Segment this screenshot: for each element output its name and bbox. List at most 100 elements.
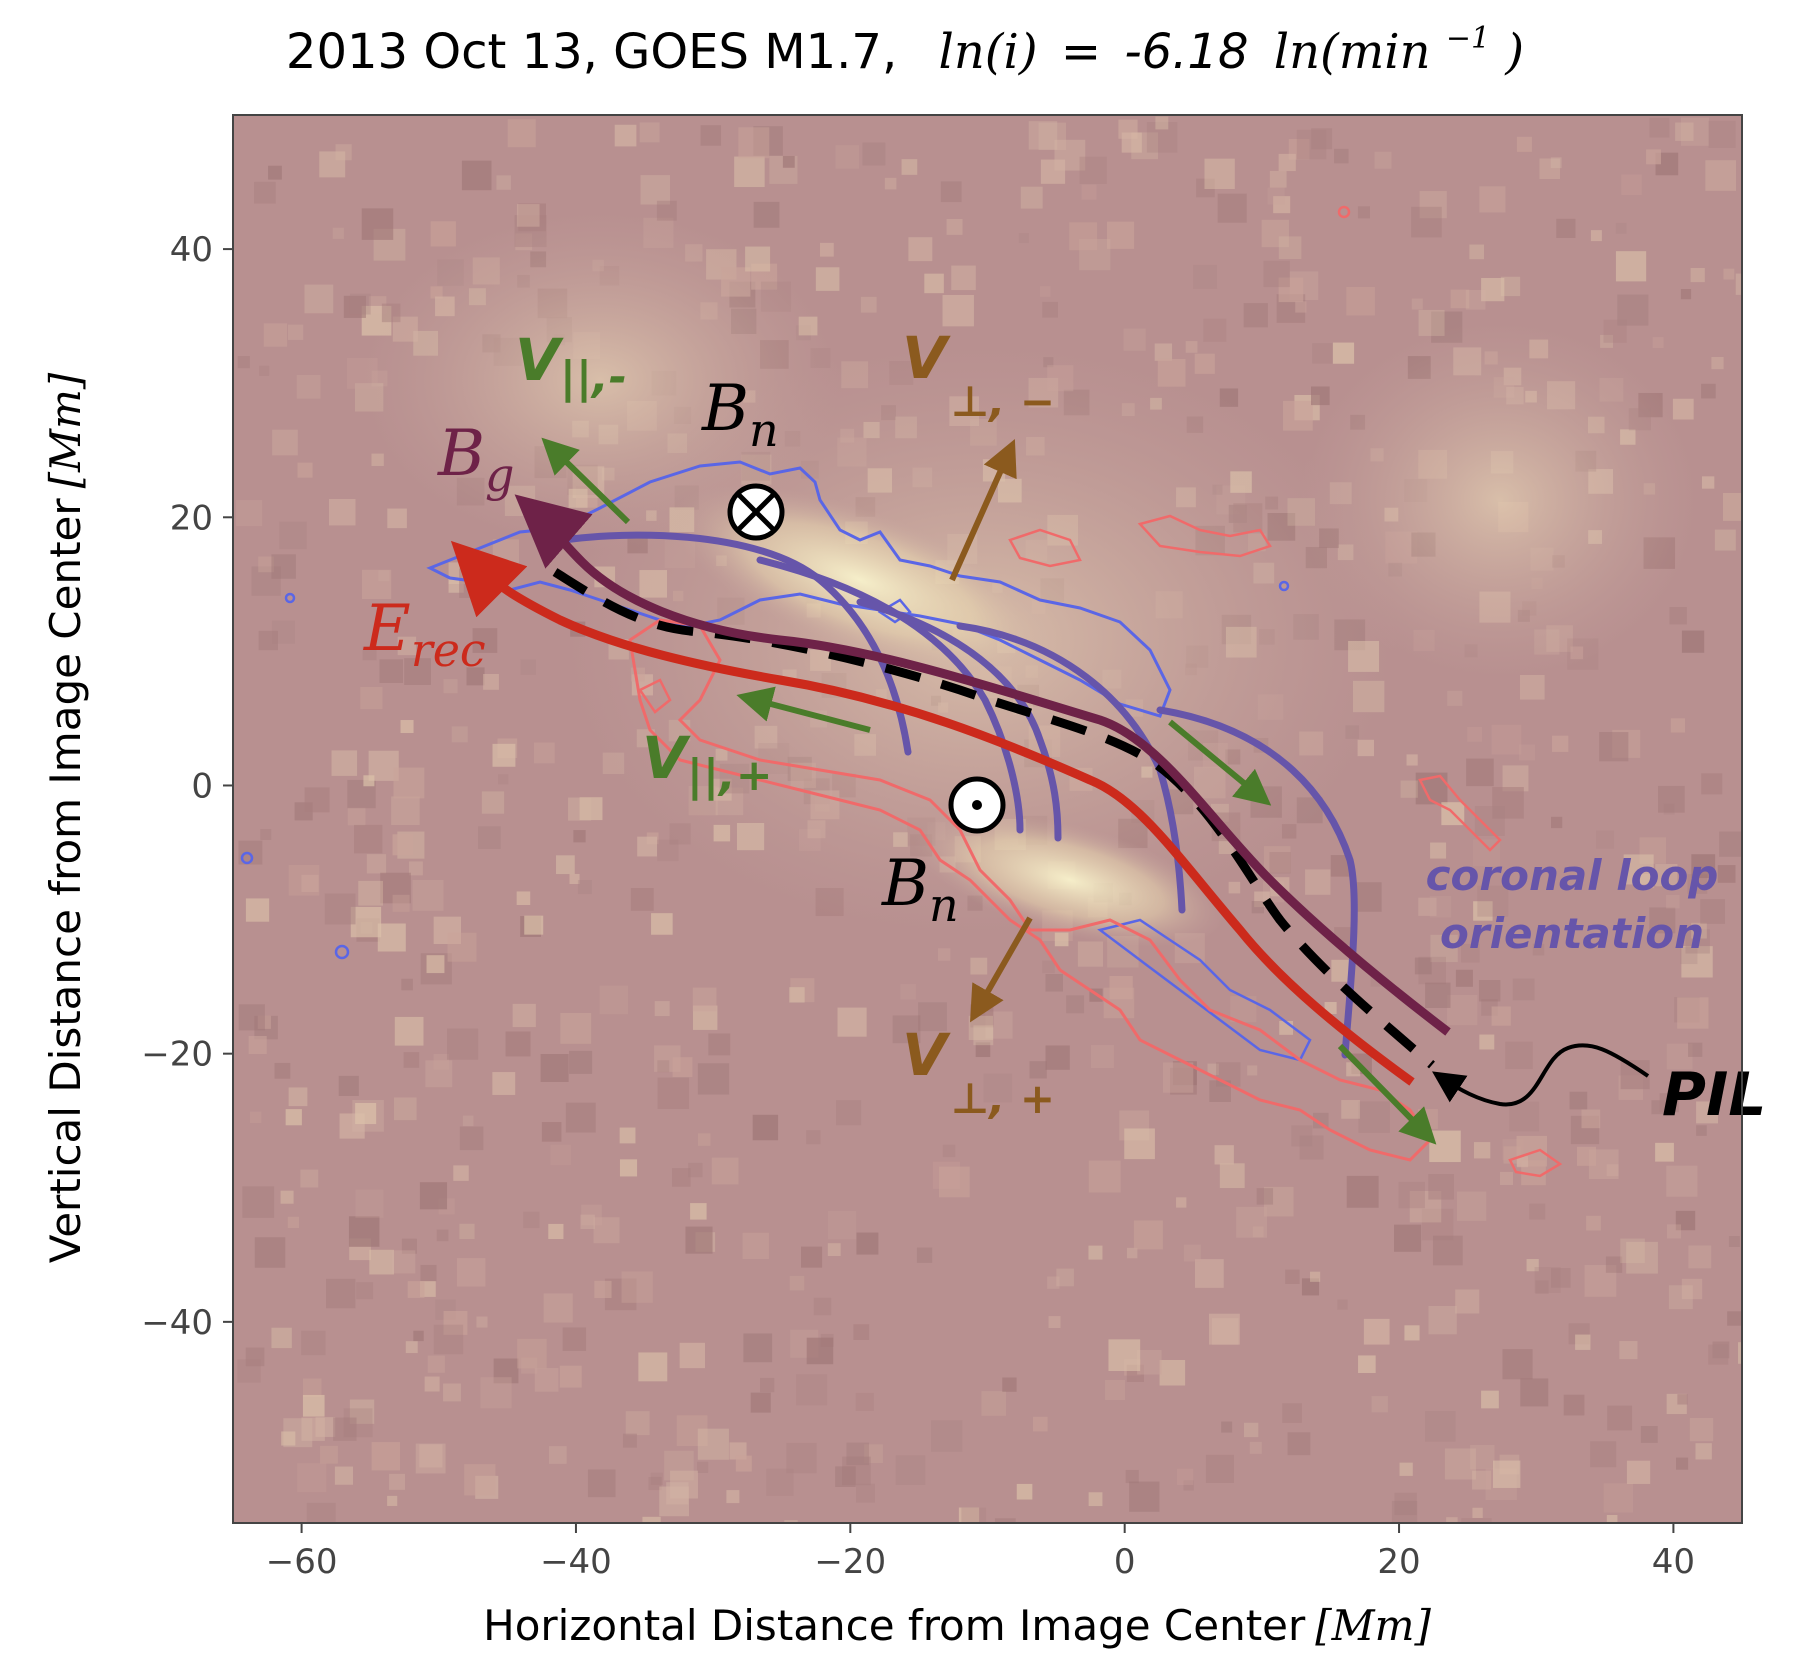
speckle <box>332 227 344 239</box>
speckle <box>350 906 382 938</box>
speckle <box>1520 674 1545 700</box>
speckle <box>1676 1457 1689 1470</box>
speckle <box>1214 1145 1234 1165</box>
speckle <box>1029 1061 1047 1079</box>
speckle <box>287 1216 300 1229</box>
speckle <box>1447 995 1478 1026</box>
speckle <box>766 1468 794 1496</box>
speckle <box>405 1341 418 1354</box>
speckle <box>918 1002 947 1032</box>
title-rhs-sup: −1 <box>1446 21 1490 56</box>
speckle <box>302 1394 325 1417</box>
speckle <box>516 891 531 906</box>
speckle <box>1550 157 1562 169</box>
speckle <box>1621 174 1642 195</box>
speckle <box>377 923 406 952</box>
speckle <box>306 1502 336 1523</box>
speckle <box>1466 758 1494 787</box>
speckle <box>443 679 458 694</box>
speckle <box>1208 1313 1240 1345</box>
speckle <box>415 1443 446 1474</box>
speckle <box>1194 1259 1224 1288</box>
speckle <box>288 864 320 896</box>
vpar-east-arrow-2 <box>1337 1043 1437 1145</box>
speckle <box>1016 1483 1033 1500</box>
speckle <box>1020 186 1043 209</box>
speckle <box>1429 895 1452 918</box>
speckle <box>1177 1468 1194 1485</box>
speckle <box>387 508 407 529</box>
label-vperp-minus: V⊥, − <box>902 324 1055 426</box>
speckle <box>1681 630 1705 653</box>
speckle <box>734 156 765 188</box>
x-tick-label: −20 <box>814 1542 886 1582</box>
speckle <box>835 145 860 169</box>
speckle <box>573 830 586 843</box>
label-coronal-loop: coronal loop <box>1426 851 1719 900</box>
speckle <box>1657 785 1685 813</box>
red-contour-east-2 <box>1418 774 1502 852</box>
speckle <box>1371 1396 1388 1413</box>
blue-contour-dot-2 <box>334 944 350 960</box>
speckle <box>1159 1359 1186 1386</box>
speckle <box>397 636 417 656</box>
speckle <box>1249 1441 1262 1454</box>
speckle <box>1090 1045 1114 1069</box>
speckle <box>760 1377 775 1393</box>
blue-ribbon-contour-inner <box>877 598 912 624</box>
speckle <box>1418 897 1437 916</box>
speckle <box>1649 117 1670 138</box>
speckle <box>1312 343 1333 364</box>
speckle <box>1430 842 1447 859</box>
speckle <box>1425 1411 1456 1442</box>
speckle <box>1428 1305 1457 1335</box>
speckle <box>245 898 270 922</box>
speckle <box>254 1237 286 1268</box>
speckle <box>1477 885 1509 917</box>
speckle <box>1552 735 1569 752</box>
speckle <box>1261 219 1289 248</box>
speckle <box>1045 1045 1070 1070</box>
speckle <box>1712 1341 1730 1359</box>
speckle <box>412 879 444 911</box>
speckle <box>363 775 375 787</box>
speckle <box>371 1442 401 1471</box>
x-tick-label: 40 <box>1652 1542 1695 1582</box>
speckle <box>835 1100 862 1126</box>
speckle <box>407 1281 425 1298</box>
speckle <box>380 872 411 904</box>
speckle <box>1172 1061 1197 1086</box>
red-ribbon-contour <box>628 618 1432 1162</box>
speckle <box>523 1211 540 1229</box>
speckle <box>1296 129 1327 160</box>
speckle <box>908 237 933 262</box>
speckle <box>700 125 722 146</box>
speckle <box>1688 1042 1703 1057</box>
speckle <box>752 1114 779 1141</box>
speckle <box>392 894 410 912</box>
speckle <box>827 1210 857 1240</box>
speckle <box>393 1097 417 1121</box>
speckle <box>924 273 944 294</box>
speckle <box>692 987 717 1012</box>
speckle <box>1640 1426 1658 1443</box>
speckle <box>1675 122 1694 141</box>
speckle <box>1406 754 1418 766</box>
label-erec: Erec <box>363 592 486 677</box>
speckle <box>355 1103 377 1125</box>
speckle <box>1252 1226 1264 1238</box>
speckle <box>587 1469 616 1498</box>
speckle <box>1054 139 1086 171</box>
speckle <box>1685 929 1710 954</box>
speckle <box>853 1324 870 1341</box>
speckle <box>401 1238 417 1254</box>
speckle <box>1456 1191 1487 1221</box>
speckle <box>1414 957 1432 975</box>
speckle <box>1305 869 1331 895</box>
speckle <box>297 462 313 478</box>
speckle <box>1039 286 1051 297</box>
speckle <box>1577 1146 1597 1166</box>
speckle <box>556 855 575 875</box>
plot-area: Bn Bn Bg Erec V||,- V||,+ V⊥, − V⊥, + co… <box>233 115 1742 1523</box>
vpar-minus-arrow <box>541 437 631 525</box>
